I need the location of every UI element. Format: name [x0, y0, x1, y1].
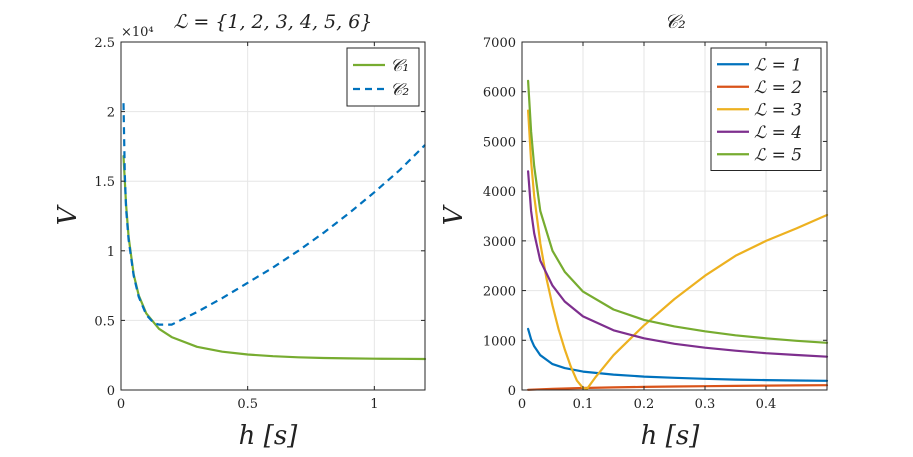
- right-xlabel: h [s]: [641, 421, 700, 451]
- left-legend-label: 𝒞₁: [390, 56, 409, 76]
- right-series-line-5: [526, 79, 829, 344]
- left-title: ℒ = {1, 2, 3, 4, 5, 6}: [174, 11, 373, 33]
- right-xtick-label: 0.2: [634, 397, 655, 412]
- right-xtick-label: 0.1: [573, 397, 594, 412]
- right-title: 𝒞₂: [664, 11, 685, 33]
- left-series-line-1: [122, 155, 427, 361]
- left-ytick-label: 0: [107, 384, 115, 399]
- left-ytick-label: 1.5: [94, 175, 115, 190]
- left-ytick-label: 2: [107, 106, 115, 121]
- left-ytick-label: 2.5: [94, 36, 115, 51]
- right-legend-label: ℒ = 2: [754, 78, 802, 98]
- left-xtick-label: 0: [117, 397, 125, 412]
- left-ytick-label: 0.5: [94, 314, 115, 329]
- right-ytick-label: 5000: [483, 135, 516, 150]
- right-ytick-label: 1000: [483, 334, 516, 349]
- right-xtick-label: 0.4: [756, 397, 777, 412]
- right-xtick-label: 0: [518, 397, 526, 412]
- left-series-line-2: [122, 103, 426, 326]
- left-xtick-label: 1: [370, 397, 378, 412]
- left-legend-label: 𝒞₂: [390, 80, 409, 100]
- right-legend-label: ℒ = 4: [754, 123, 802, 143]
- left-ylabel: V: [53, 204, 83, 225]
- right-ytick-label: 4000: [483, 185, 516, 200]
- right-xtick-label: 0.3: [695, 397, 716, 412]
- right-series-line-4: [526, 170, 829, 358]
- right-ytick-label: 3000: [483, 235, 516, 250]
- right-ytick-label: 6000: [483, 86, 516, 101]
- right-legend-label: ℒ = 3: [754, 100, 802, 120]
- left-ytick-label: 1: [107, 245, 115, 260]
- right-plot-frame: [521, 41, 828, 391]
- right-ytick-label: 7000: [483, 36, 516, 51]
- left-legend-box: [346, 47, 420, 107]
- right-legend-label: ℒ = 1: [754, 55, 802, 75]
- right-ytick-label: 2000: [483, 285, 516, 300]
- left-exponent-label: ×10⁴: [121, 25, 154, 40]
- right-series-line-1: [526, 327, 829, 382]
- left-xtick-label: 0.5: [237, 397, 258, 412]
- right-ytick-label: 0: [508, 384, 516, 399]
- right-ylabel: V: [439, 204, 469, 225]
- left-plot-panel: 0 0.5 1 0 0.5 1 1.5 2 2.5 ×10⁴ ℒ = {1, 2, 3, 4, …: [53, 11, 427, 451]
- left-plot-frame: [120, 41, 426, 391]
- left-xlabel: h [s]: [239, 421, 298, 451]
- right-legend-label: ℒ = 5: [754, 145, 802, 165]
- right-plot-panel: 0 0.1 0.2 0.3 0.4 0 1000 2000 3000 4000 5000 6000 70…: [439, 11, 829, 451]
- right-series-line-2: [526, 384, 829, 391]
